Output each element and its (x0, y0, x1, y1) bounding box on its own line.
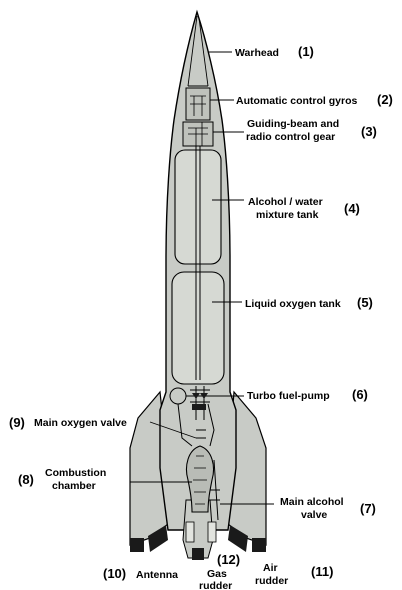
label-oxygen-valve: Main oxygen valve (34, 417, 127, 429)
number-antenna: (10) (103, 566, 126, 581)
alcohol-water-tank (174, 149, 222, 265)
label-antenna: Antenna (136, 569, 178, 581)
gas-rudder-right (207, 521, 217, 543)
number-gyros: (2) (377, 92, 393, 107)
number-warhead: (1) (298, 44, 314, 59)
right-fin-base (252, 538, 266, 552)
label-turbo: Turbo fuel-pump (247, 390, 330, 402)
label-guiding-line1: Guiding-beam and (247, 118, 339, 130)
gas-rudder-left (185, 521, 195, 543)
label-alcohol-tank-line2: mixture tank (256, 209, 319, 221)
gyro-detail (190, 95, 206, 116)
number-alcohol-valve: (7) (360, 501, 376, 516)
number-lox-tank: (5) (357, 295, 373, 310)
left-fin-base (130, 538, 144, 552)
number-guiding: (3) (361, 124, 377, 139)
label-air-rudder-line1: Air (263, 562, 278, 574)
right-fin-air-rudder-tip (228, 525, 248, 552)
number-air-rudder: (11) (311, 564, 333, 579)
oxygen-valve-pipes (177, 403, 215, 447)
labels: Warhead (1) Automatic control gyros (2) … (9, 44, 393, 590)
combustion-chamber-shape (185, 445, 215, 513)
combustion-chamber-detail (193, 455, 207, 505)
label-warhead: Warhead (235, 47, 279, 59)
label-alcohol-tank-line1: Alcohol / water (248, 196, 323, 208)
control-gear-detail (188, 122, 208, 146)
label-gyros: Automatic control gyros (236, 95, 358, 107)
label-combustion-line2: chamber (52, 480, 96, 492)
number-gas-rudder: (12) (217, 552, 240, 567)
number-alcohol-tank: (4) (344, 201, 360, 216)
label-air-rudder-line2: rudder (255, 575, 288, 587)
leader-oxygen-valve (149, 421, 197, 439)
warhead-internal-lines (187, 15, 209, 87)
left-fin-antenna-tip (148, 525, 168, 552)
label-guiding-line2: radio control gear (246, 131, 335, 143)
leader-lines (130, 51, 274, 505)
number-oxygen-valve: (9) (9, 415, 25, 430)
label-gas-rudder-line2: rudder (199, 580, 232, 590)
rocket-internals (169, 15, 225, 543)
label-gas-rudder-line1: Gas (207, 568, 227, 580)
label-lox-tank: Liquid oxygen tank (245, 298, 341, 310)
label-alcohol-valve-line1: Main alcohol (280, 496, 344, 508)
liquid-oxygen-tank (171, 271, 225, 385)
label-alcohol-valve-line2: valve (301, 509, 327, 521)
number-turbo: (6) (352, 387, 368, 402)
alcohol-valve-pipe (210, 459, 220, 521)
center-fin-tip (192, 548, 204, 560)
number-combustion: (8) (18, 472, 34, 487)
label-combustion-line1: Combustion (45, 467, 106, 479)
feed-pipe (195, 146, 201, 380)
